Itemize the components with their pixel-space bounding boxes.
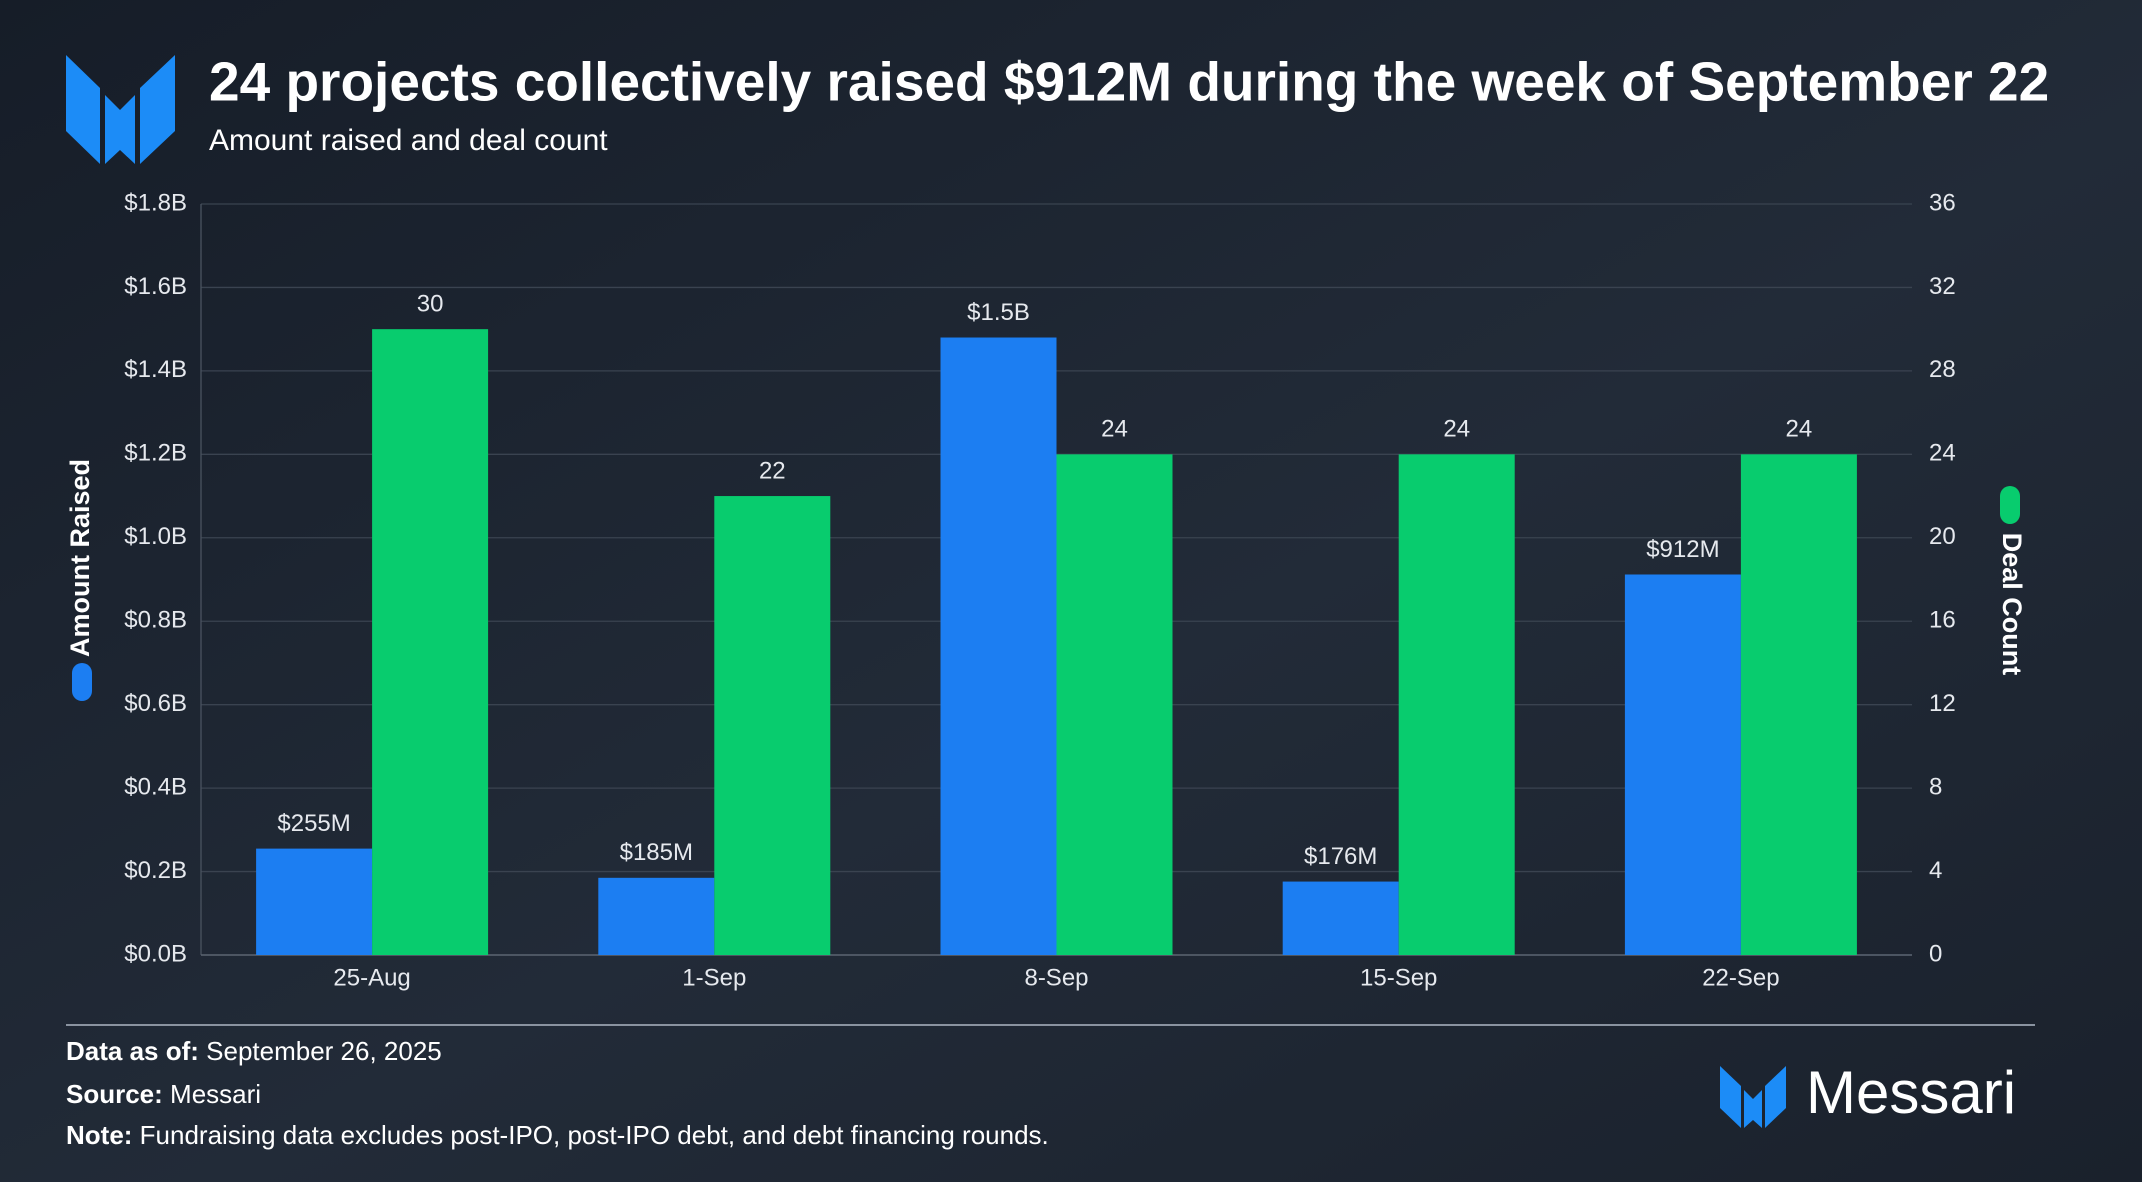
y-tick-label: $1.0B xyxy=(124,523,187,550)
y-tick-label: $1.2B xyxy=(124,440,187,467)
logo-top xyxy=(66,55,175,164)
y-tick-label: $0.6B xyxy=(124,690,187,717)
x-tick-label: 22-Sep xyxy=(1702,964,1779,991)
x-tick-label: 8-Sep xyxy=(1024,964,1088,991)
brand-name: Messari xyxy=(1806,1059,2016,1126)
y2-tick-label: 20 xyxy=(1929,523,1956,550)
bar xyxy=(1624,574,1741,955)
bar xyxy=(256,848,373,955)
bar xyxy=(372,329,489,956)
y2-axis-title: Deal Count xyxy=(1997,533,2027,676)
y-tick-label: $1.6B xyxy=(124,273,187,300)
chart-title: 24 projects collectively raised $912M du… xyxy=(209,51,2049,113)
y2-tick-label: 12 xyxy=(1929,690,1956,717)
x-tick-label: 1-Sep xyxy=(682,964,746,991)
y2-tick-label: 0 xyxy=(1929,940,1942,967)
bar xyxy=(714,496,831,955)
y2-tick-label: 36 xyxy=(1929,189,1956,216)
data-label: 22 xyxy=(759,457,786,484)
legend-swatch xyxy=(72,663,92,701)
y2-tick-label: 16 xyxy=(1929,607,1956,634)
bar xyxy=(1282,881,1399,955)
bar xyxy=(1740,454,1857,955)
bar xyxy=(598,877,715,955)
data-label: 24 xyxy=(1101,416,1128,443)
y-tick-label: $0.2B xyxy=(124,857,187,884)
y2-tick-label: 28 xyxy=(1929,356,1956,383)
y2-tick-label: 24 xyxy=(1929,440,1956,467)
data-label: $255M xyxy=(277,810,350,837)
chart-subtitle: Amount raised and deal count xyxy=(209,124,608,157)
bar xyxy=(940,337,1057,955)
data-label: $912M xyxy=(1646,536,1719,563)
y-tick-label: $1.4B xyxy=(124,356,187,383)
footer-source: Source: Messari xyxy=(66,1079,261,1109)
data-label: 24 xyxy=(1786,416,1813,443)
y2-tick-label: 4 xyxy=(1929,857,1942,884)
x-tick-label: 25-Aug xyxy=(333,964,410,991)
logo-bottom xyxy=(1720,1066,1786,1128)
data-label: $185M xyxy=(620,839,693,866)
y2-tick-label: 8 xyxy=(1929,773,1942,800)
bar xyxy=(1056,454,1173,955)
y-tick-label: $0.4B xyxy=(124,773,187,800)
y-tick-label: $0.0B xyxy=(124,940,187,967)
data-label: $176M xyxy=(1304,843,1377,870)
legend-swatch xyxy=(2000,486,2020,524)
bar xyxy=(1398,454,1515,955)
y-tick-label: $1.8B xyxy=(124,189,187,216)
data-label: 30 xyxy=(417,291,444,318)
y-tick-label: $0.8B xyxy=(124,607,187,634)
data-label: 24 xyxy=(1443,416,1470,443)
data-label: $1.5B xyxy=(967,299,1030,326)
y-axis-title: Amount Raised xyxy=(65,459,95,657)
footer-date: Data as of: September 26, 2025 xyxy=(66,1036,442,1066)
footer-note: Note: Fundraising data excludes post-IPO… xyxy=(66,1120,1049,1150)
y2-tick-label: 32 xyxy=(1929,273,1956,300)
x-tick-label: 15-Sep xyxy=(1360,964,1437,991)
